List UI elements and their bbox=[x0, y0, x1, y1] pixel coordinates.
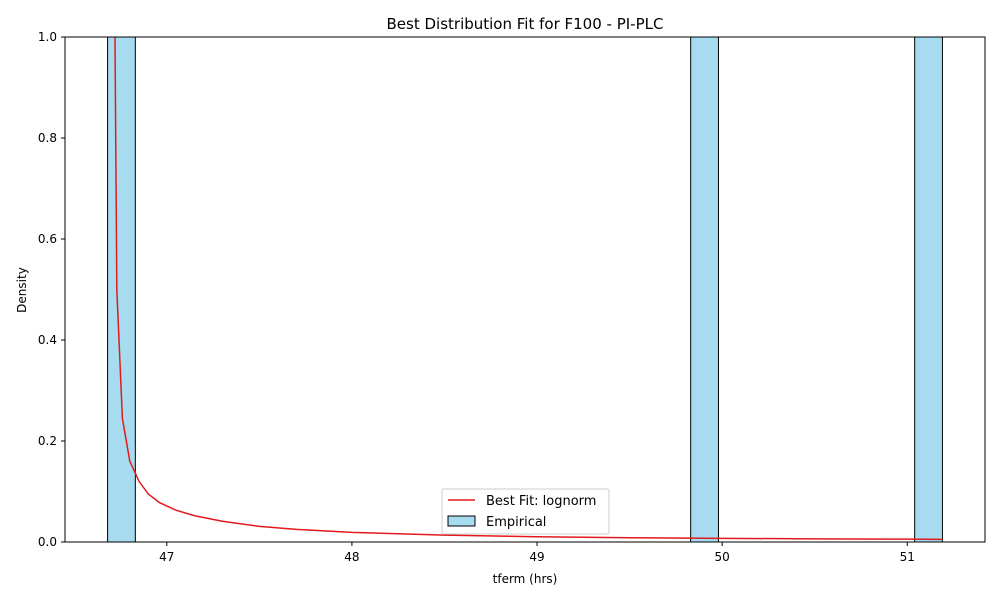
y-axis-label: Density bbox=[15, 267, 29, 313]
y-tick-label: 0.8 bbox=[38, 131, 57, 145]
x-tick-label: 51 bbox=[900, 550, 915, 564]
histogram-bar-1 bbox=[107, 36, 136, 543]
x-tick-label: 48 bbox=[344, 550, 359, 564]
histogram-bar-3 bbox=[914, 36, 943, 543]
fit-line-group bbox=[114, 36, 943, 541]
legend-bar-swatch bbox=[447, 515, 476, 527]
plot-frame bbox=[64, 36, 986, 543]
x-axis-label: tferm (hrs) bbox=[493, 572, 558, 586]
x-tick-label: 50 bbox=[715, 550, 730, 564]
y-tick-label: 0.2 bbox=[38, 434, 57, 448]
x-tick-label: 49 bbox=[529, 550, 544, 564]
y-axis-ticks: 0.0 0.2 0.4 0.6 0.8 1.0 bbox=[38, 30, 65, 549]
x-tick-label: 47 bbox=[159, 550, 174, 564]
x-axis-ticks: 47 48 49 50 51 bbox=[159, 542, 915, 564]
y-tick-label: 1.0 bbox=[38, 30, 57, 44]
legend-label-empirical: Empirical bbox=[486, 515, 546, 530]
legend: Best Fit: lognorm Empirical bbox=[441, 488, 610, 535]
chart-title: Best Distribution Fit for F100 - PI-PLC bbox=[387, 15, 664, 33]
y-tick-label: 0.4 bbox=[38, 333, 57, 347]
y-tick-label: 0.6 bbox=[38, 232, 57, 246]
y-tick-label: 0.0 bbox=[38, 535, 57, 549]
legend-label-fit: Best Fit: lognorm bbox=[486, 494, 596, 509]
legend-frame bbox=[441, 488, 610, 535]
histogram-bar-2 bbox=[690, 36, 719, 543]
fit-line bbox=[114, 36, 943, 541]
